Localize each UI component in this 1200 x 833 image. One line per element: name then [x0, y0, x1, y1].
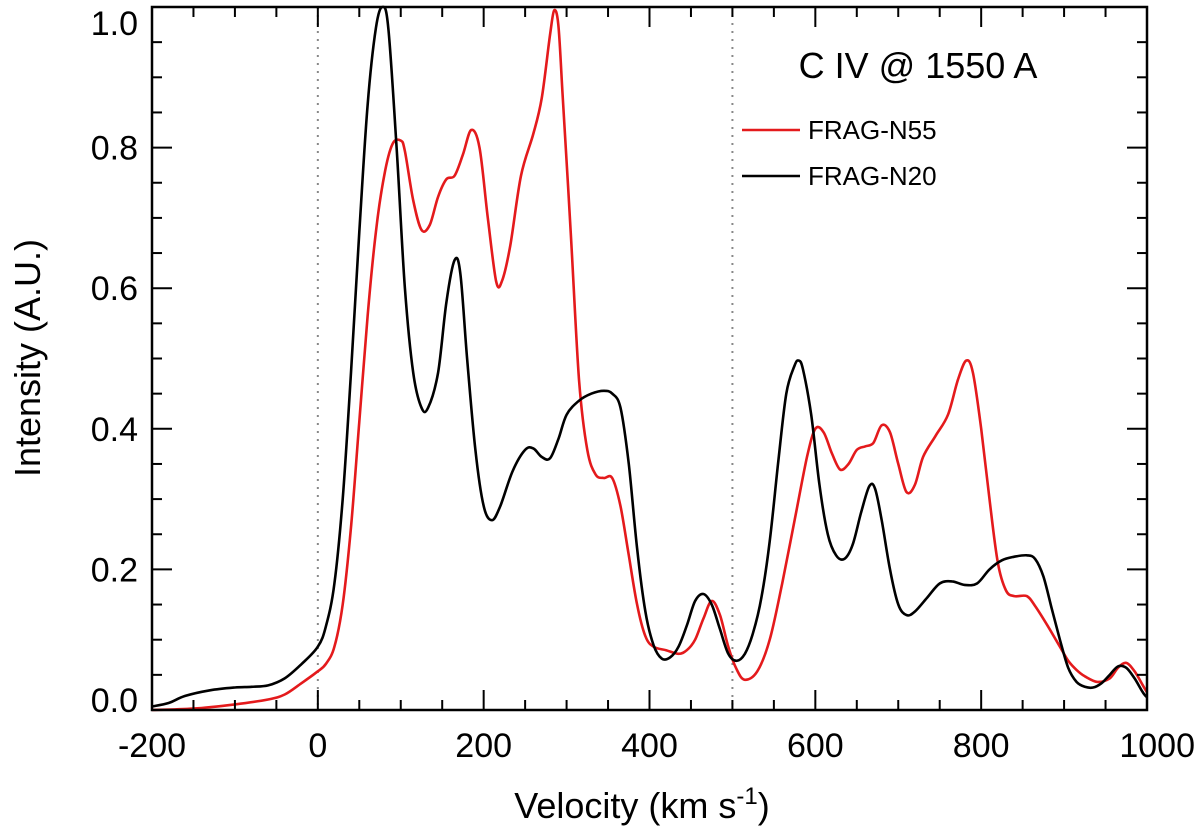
x-tick-label: 200: [455, 727, 512, 765]
x-tick-label: -200: [118, 727, 186, 765]
x-tick-labels: -200 0 200 400 600 800 1000: [118, 727, 1195, 765]
x-axis-label: Velocity (km s-1): [514, 783, 769, 826]
x-tick-label: 1000: [1119, 727, 1195, 765]
legend-label-frag-n20: FRAG-N20: [808, 161, 937, 191]
y-tick-labels: 0.0 0.2 0.4 0.6 0.8 1.0: [91, 5, 138, 720]
y-tick-label: 1.0: [91, 5, 138, 43]
y-tick-label: 0.4: [91, 411, 138, 449]
x-tick-label: 400: [621, 727, 678, 765]
y-tick-label: 0.6: [91, 270, 138, 308]
reference-lines: [316, 7, 734, 710]
x-tick-label: 600: [787, 727, 844, 765]
x-axis-label-close: ): [758, 785, 770, 826]
y-tick-label: 0.2: [91, 551, 138, 589]
y-tick-label: 0.8: [91, 130, 138, 168]
chart-title: C IV @ 1550 A: [799, 45, 1038, 86]
plot-frame: [150, 5, 1149, 712]
x-tick-label: 800: [953, 727, 1010, 765]
series-line-frag-n55: [151, 8, 1149, 712]
legend-label-frag-n55: FRAG-N55: [808, 115, 937, 145]
x-axis-label-text: Velocity (km s: [514, 785, 736, 826]
series-lines: [151, 5, 1149, 712]
x-tick-label: 0: [308, 727, 327, 765]
y-tick-label: 0.0: [91, 682, 138, 720]
y-axis-label: Intensity (A.U.): [7, 239, 48, 477]
series-line-frag-n20: [151, 5, 1148, 708]
axis-ticks: [151, 6, 1148, 711]
legend: FRAG-N55 FRAG-N20: [742, 115, 937, 191]
x-axis-label-superscript: -1: [736, 783, 757, 810]
